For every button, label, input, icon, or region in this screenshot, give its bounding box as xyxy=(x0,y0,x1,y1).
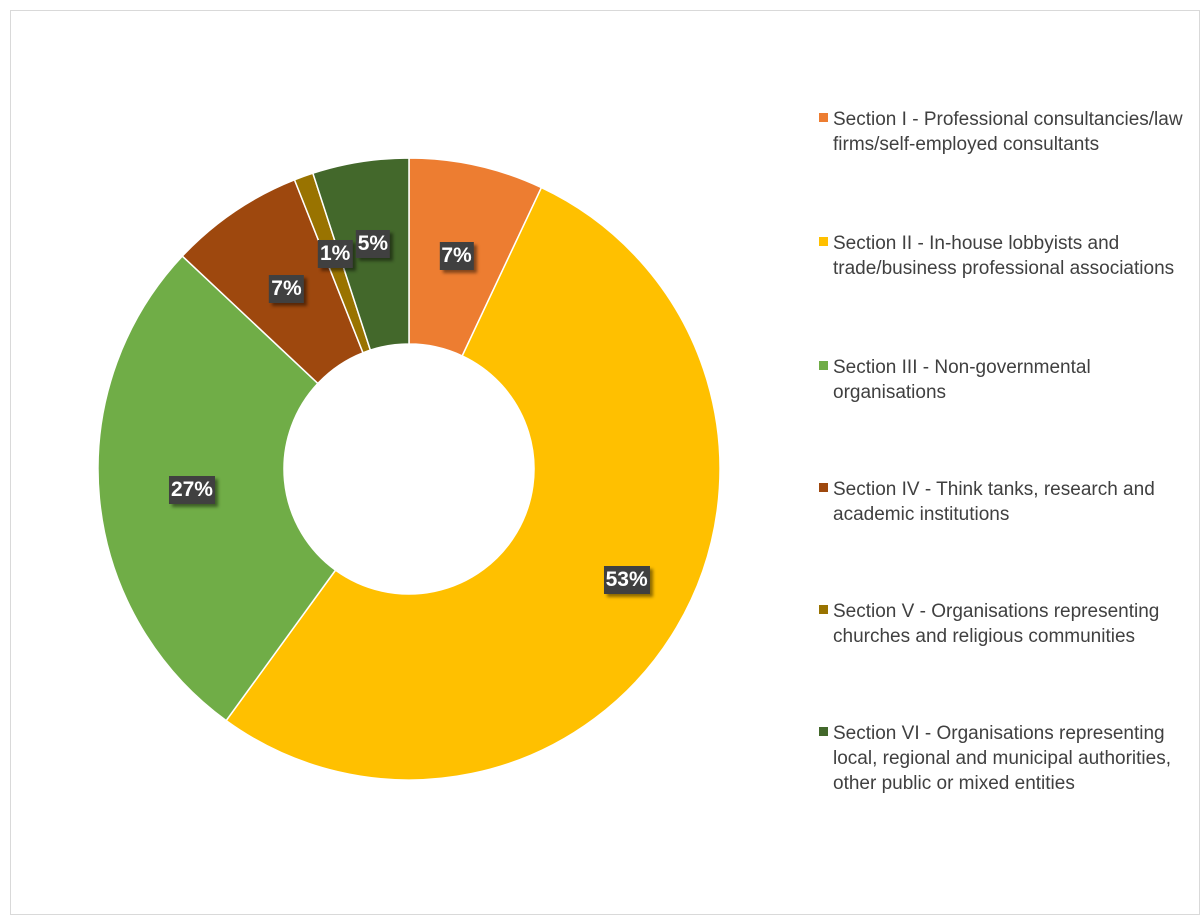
legend-item-section-6: Section VI - Organisations representing … xyxy=(819,721,1202,796)
legend-item-section-3: Section III - Non-governmental organisat… xyxy=(819,355,1202,405)
slice-section-3 xyxy=(97,255,337,722)
legend-swatch-icon xyxy=(819,113,828,122)
legend-swatch-icon xyxy=(819,237,828,246)
legend-item-section-1: Section I - Professional consultancies/l… xyxy=(819,107,1202,157)
legend-item-section-5: Section V - Organisations representing c… xyxy=(819,599,1202,649)
legend-label: Section VI - Organisations representing … xyxy=(833,723,1171,794)
legend-label: Section II - In-house lobbyists and trad… xyxy=(833,233,1175,279)
legend-swatch-icon xyxy=(819,361,828,370)
legend-item-section-4: Section IV - Think tanks, research and a… xyxy=(819,477,1202,527)
legend-label: Section IV - Think tanks, research and a… xyxy=(833,479,1155,525)
legend-swatch-icon xyxy=(819,605,828,614)
legend-item-section-2: Section II - In-house lobbyists and trad… xyxy=(819,231,1202,281)
legend-label: Section III - Non-governmental organisat… xyxy=(833,357,1091,403)
legend-label: Section V - Organisations representing c… xyxy=(833,601,1160,647)
legend-swatch-icon xyxy=(819,483,828,492)
legend-swatch-icon xyxy=(819,727,828,736)
legend-label: Section I - Professional consultancies/l… xyxy=(833,109,1183,155)
chart-frame: 7% 53% 27% 7% 1% 5% Section I - Professional … xyxy=(10,10,1200,915)
slice-section-2 xyxy=(225,186,721,781)
